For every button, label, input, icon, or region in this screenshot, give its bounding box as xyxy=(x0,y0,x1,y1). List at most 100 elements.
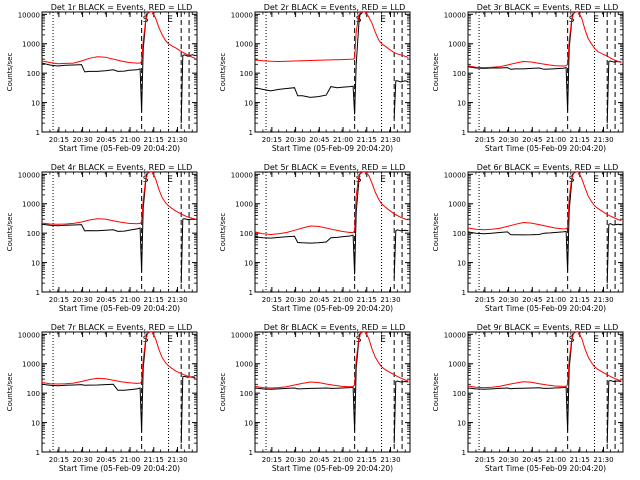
x-tick-label: 20:45 xyxy=(96,136,116,144)
y-tick-label: 10 xyxy=(244,260,253,268)
y-tick-label: 10000 xyxy=(18,331,40,339)
x-tick-label: 21:00 xyxy=(546,136,566,144)
series-events xyxy=(606,60,622,124)
x-tick-label: 20:45 xyxy=(309,296,329,304)
y-tick-label: 1000 xyxy=(448,201,466,209)
x-tick-label: 20:30 xyxy=(286,456,306,464)
x-tick-label: 20:15 xyxy=(475,136,495,144)
series-lld xyxy=(42,172,196,225)
series-events xyxy=(468,172,576,272)
panel-title: Det 5r BLACK = Events, RED = LLD xyxy=(264,163,406,172)
y-tick-label: 1000 xyxy=(235,41,253,49)
y-tick-label: 100 xyxy=(453,390,466,398)
panel-9: Det 9r BLACK = Events, RED = LLD 1 10 100 10… xyxy=(432,323,624,473)
series-events xyxy=(393,229,409,279)
y-tick-label: 1000 xyxy=(235,201,253,209)
x-tick-label: 21:00 xyxy=(333,136,353,144)
y-tick-label: 10000 xyxy=(444,171,466,179)
x-tick-label: 21:00 xyxy=(120,136,140,144)
panel-title: Det 7r BLACK = Events, RED = LLD xyxy=(51,323,193,332)
plot-frame xyxy=(254,11,411,133)
panel-title: Det 6r BLACK = Events, RED = LLD xyxy=(477,163,619,172)
series-events xyxy=(180,375,196,444)
x-tick-label: 20:30 xyxy=(286,296,306,304)
y-tick-label: 10 xyxy=(244,420,253,428)
x-tick-label: 21:30 xyxy=(167,456,187,464)
panel-title: Det 1r BLACK = Events, RED = LLD xyxy=(51,3,193,12)
y-tick-label: 10000 xyxy=(18,11,40,19)
x-tick-label: 21:30 xyxy=(380,296,400,304)
x-tick-label: 21:30 xyxy=(167,136,187,144)
y-tick-label: 10 xyxy=(457,420,466,428)
x-tick-label: 21:00 xyxy=(333,296,353,304)
y-axis-label: Counts/sec xyxy=(219,373,227,412)
y-tick-label: 10 xyxy=(31,260,40,268)
series-lld xyxy=(255,172,409,236)
x-tick-label: 21:15 xyxy=(144,456,164,464)
x-axis-label: Start Time (05-Feb-09 20:04:20) xyxy=(485,464,606,473)
y-tick-label: 10000 xyxy=(444,331,466,339)
x-tick-label: 20:15 xyxy=(262,456,282,464)
x-tick-label: 20:15 xyxy=(262,136,282,144)
panel-title: Det 9r BLACK = Events, RED = LLD xyxy=(477,323,619,332)
plot-frame xyxy=(254,171,411,293)
series-lld xyxy=(42,12,196,65)
y-tick-label: 100 xyxy=(453,70,466,78)
y-tick-label: 1000 xyxy=(22,201,40,209)
x-tick-label: 20:30 xyxy=(73,136,93,144)
y-tick-label: 1000 xyxy=(448,361,466,369)
x-tick-label: 20:30 xyxy=(73,456,93,464)
x-tick-label: 20:30 xyxy=(499,456,519,464)
x-tick-label: 20:30 xyxy=(73,296,93,304)
y-axis-label: Counts/sec xyxy=(6,373,14,412)
x-tick-label: 20:15 xyxy=(49,136,69,144)
x-tick-label: 21:30 xyxy=(593,456,613,464)
x-tick-label: 21:00 xyxy=(546,456,566,464)
y-tick-label: 10000 xyxy=(444,11,466,19)
x-tick-label: 21:30 xyxy=(167,296,187,304)
series-events xyxy=(468,332,576,432)
x-tick-label: 21:00 xyxy=(546,296,566,304)
y-tick-label: 10 xyxy=(244,100,253,108)
y-tick-label: 1 xyxy=(249,129,253,137)
panel-title: Det 4r BLACK = Events, RED = LLD xyxy=(51,163,193,172)
y-tick-label: 10000 xyxy=(231,171,253,179)
x-tick-label: 20:45 xyxy=(522,456,542,464)
series-events xyxy=(42,332,150,432)
x-tick-label: 21:15 xyxy=(144,296,164,304)
x-tick-label: 20:15 xyxy=(49,296,69,304)
x-tick-label: 21:30 xyxy=(380,456,400,464)
y-axis-label: Counts/sec xyxy=(432,213,440,252)
y-tick-label: 1 xyxy=(249,289,253,297)
x-tick-label: 20:45 xyxy=(522,136,542,144)
x-tick-label: 21:15 xyxy=(570,136,590,144)
plot-frame xyxy=(467,171,624,293)
plot-frame xyxy=(467,331,624,453)
y-tick-label: 1000 xyxy=(22,361,40,369)
x-tick-label: 20:45 xyxy=(96,456,116,464)
x-tick-label: 21:00 xyxy=(333,456,353,464)
x-axis-label: Start Time (05-Feb-09 20:04:20) xyxy=(59,304,180,313)
panel-6: Det 6r BLACK = Events, RED = LLD 1 10 100 10… xyxy=(432,163,624,313)
marker-e: E xyxy=(167,335,173,345)
series-lld xyxy=(42,332,196,385)
marker-e: E xyxy=(167,15,173,25)
marker-e: E xyxy=(593,15,599,25)
x-axis-label: Start Time (05-Feb-09 20:04:20) xyxy=(272,304,393,313)
x-tick-label: 21:15 xyxy=(357,136,377,144)
plot-frame xyxy=(41,11,198,133)
panel-4: Det 4r BLACK = Events, RED = LLD 1 10 100 10… xyxy=(6,163,198,313)
x-tick-label: 20:45 xyxy=(309,456,329,464)
x-tick-label: 20:45 xyxy=(309,136,329,144)
panel-title: Det 8r BLACK = Events, RED = LLD xyxy=(264,323,406,332)
plot-frame xyxy=(41,171,198,293)
x-tick-label: 20:15 xyxy=(475,296,495,304)
x-axis-label: Start Time (05-Feb-09 20:04:20) xyxy=(272,464,393,473)
series-events xyxy=(393,80,409,119)
plot-frame xyxy=(254,331,411,453)
x-axis-label: Start Time (05-Feb-09 20:04:20) xyxy=(59,464,180,473)
x-tick-label: 21:30 xyxy=(593,136,613,144)
panel-3: Det 3r BLACK = Events, RED = LLD 1 10 100 10… xyxy=(432,3,624,153)
y-tick-label: 100 xyxy=(240,230,253,238)
